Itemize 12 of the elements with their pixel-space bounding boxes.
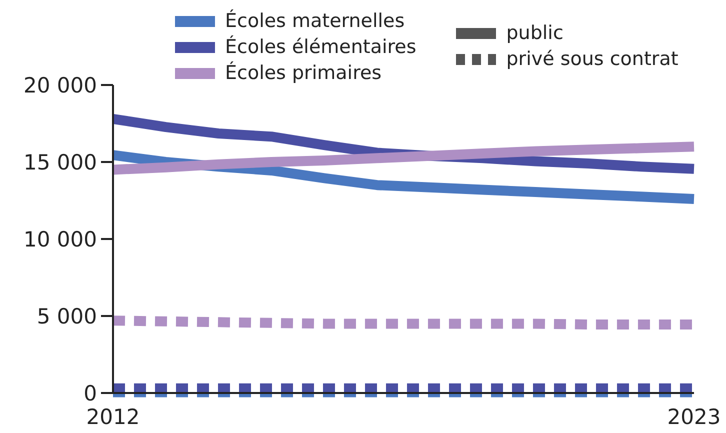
y-tick-label: 10 000: [24, 227, 97, 252]
legend-label: Écoles élémentaires: [225, 36, 416, 58]
text: public: [506, 22, 564, 44]
text: privé sous contrat: [506, 48, 678, 70]
y-tick-label: 20 000: [24, 73, 97, 98]
y-tick-label: 5 000: [36, 304, 97, 328]
x-tick-label: 2023: [667, 404, 721, 429]
x-tick-label: 2012: [86, 404, 140, 429]
legend-label: Écoles primaires: [225, 62, 382, 84]
y-tick-label: 0: [84, 381, 97, 406]
legend-label: Écoles maternelles: [225, 10, 405, 32]
y-tick-label: 15 000: [24, 150, 97, 174]
